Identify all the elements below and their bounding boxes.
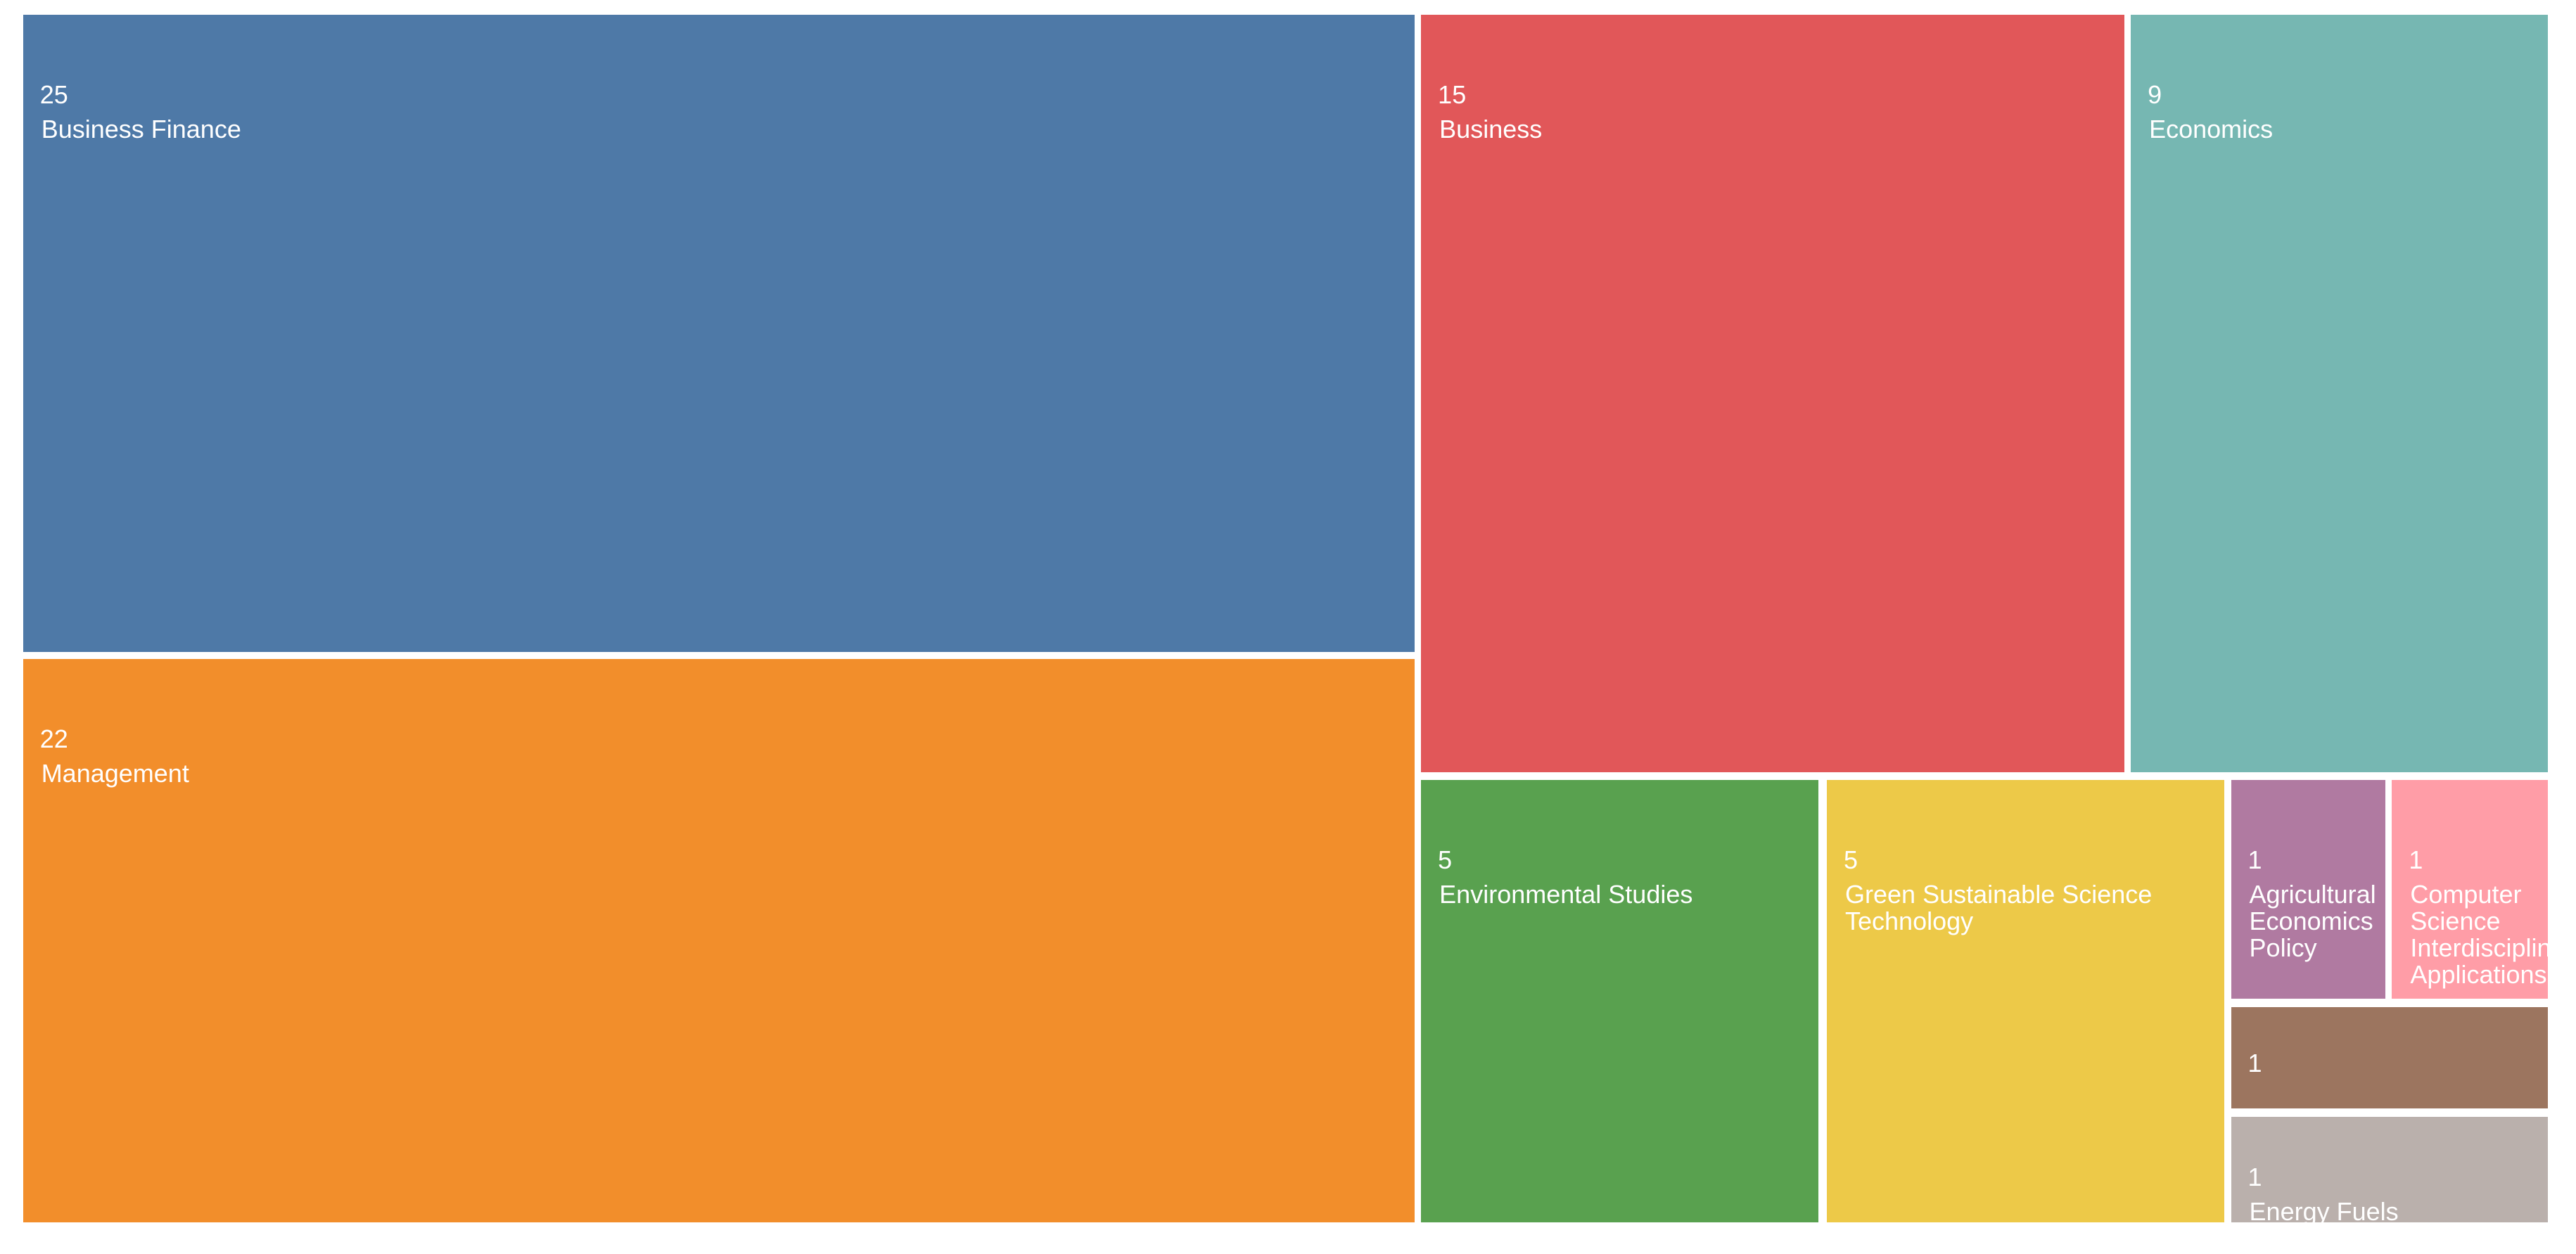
value-label: 1: [2247, 845, 2262, 875]
treemap-cell: 25 Business Finance: [23, 15, 1415, 653]
value-label: 22: [39, 724, 68, 753]
category-label: Energy Fuels: [2249, 1196, 2399, 1222]
value-label: 15: [1438, 80, 1467, 110]
category-label: Environmental Studies: [1439, 880, 1693, 909]
category-label: Economics: [2149, 115, 2274, 144]
category-label: Business Finance: [41, 115, 241, 144]
value-label: 1: [2409, 845, 2423, 875]
value-label: 9: [2148, 80, 2162, 110]
category-label: Green Sustainable Science Technology: [1845, 880, 2153, 936]
value-label: 25: [39, 80, 68, 110]
treemap-cell: 5 Environmental Studies: [1421, 780, 1819, 1222]
treemap-cell: 1 Energy Fuels: [2231, 1117, 2549, 1222]
treemap-cell: 5 Green Sustainable Science Technology: [1827, 780, 2225, 1222]
value-label: 5: [1438, 845, 1453, 875]
value-label: 5: [1844, 845, 1858, 875]
treemap-cell: 9 Economics: [2131, 15, 2549, 772]
value-label: 1: [2247, 1162, 2262, 1191]
treemap-cell: 1 Computer Science Interdisciplinary Appl…: [2392, 780, 2549, 999]
treemap-cell: 22 Management: [23, 658, 1415, 1222]
category-label: Business: [1439, 115, 1543, 144]
category-label: Computer Science Interdisciplinary Appli…: [2410, 880, 2549, 990]
category-label: Management: [41, 758, 189, 788]
category-label: Agricultural Economics Policy: [2249, 880, 2376, 963]
treemap-cell: 1: [2231, 1006, 2549, 1109]
value-label: 1: [2247, 1049, 2262, 1078]
treemap-cell: 1 Agricultural Economics Policy: [2231, 780, 2386, 999]
treemap-cell: 15 Business: [1421, 15, 2124, 772]
